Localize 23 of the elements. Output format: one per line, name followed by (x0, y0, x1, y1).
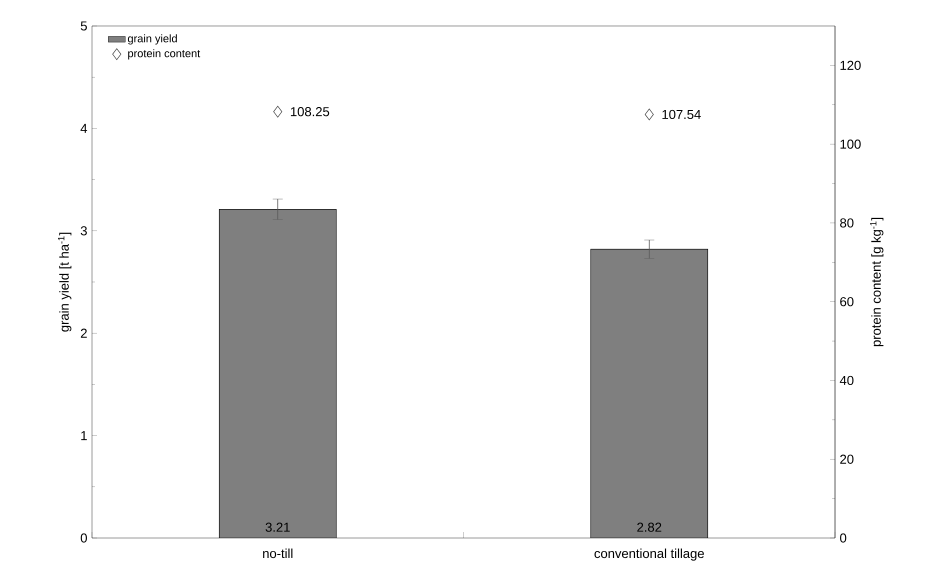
x-tick-label: conventional tillage (594, 548, 704, 561)
legend-label: protein content (128, 49, 200, 60)
y-tick-label: 4 (80, 124, 88, 133)
y2-tick-label: 60 (840, 297, 854, 306)
x-tick-label: no-till (263, 548, 292, 558)
y-tick-label: 1 (81, 431, 87, 440)
y-tick-label: 0 (80, 533, 87, 543)
y2-tick-label: 0 (840, 533, 846, 543)
y-tick-label: 3 (80, 226, 87, 236)
legend-label: grain yield (128, 34, 177, 45)
y-axis-title: grain yield [t ha$^{-1}$] (58, 232, 72, 332)
y2-tick-label: 40 (840, 376, 854, 386)
y-tick-label: 5 (80, 21, 87, 31)
y2-axis-title: protein content [g kg$^{-1}$] (870, 218, 884, 346)
y-tick-label: 2 (80, 328, 87, 338)
data-label: 2.82 (637, 522, 662, 532)
y2-tick-label: 120 (840, 60, 861, 70)
data-label: 107.54 (662, 110, 701, 120)
y2-tick-label: 100 (840, 140, 861, 149)
y2-tick-label: 80 (840, 218, 854, 228)
data-label: 108.25 (290, 107, 330, 116)
y2-tick-label: 20 (840, 454, 854, 464)
data-label: 3.21 (266, 522, 290, 532)
